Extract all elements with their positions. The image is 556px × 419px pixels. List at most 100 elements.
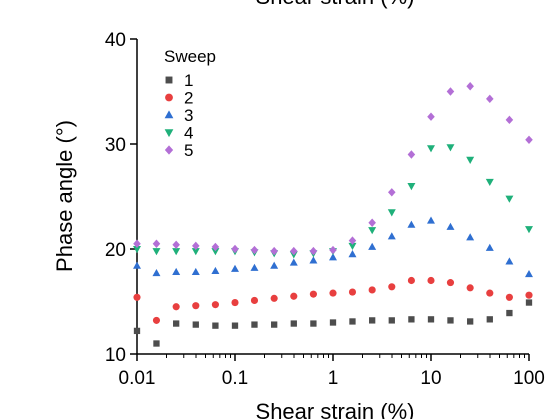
data-point-sweep-5 bbox=[466, 82, 474, 91]
data-point-sweep-4 bbox=[152, 248, 161, 256]
data-point-sweep-2 bbox=[250, 296, 259, 305]
data-point-sweep-4 bbox=[485, 178, 494, 186]
legend-marker-sweep-4 bbox=[164, 129, 174, 138]
data-point-sweep-3 bbox=[152, 268, 161, 277]
data-point-sweep-4 bbox=[348, 242, 357, 251]
data-point-sweep-1 bbox=[408, 316, 415, 323]
data-point-sweep-3 bbox=[231, 264, 239, 272]
x-tick-label: 1 bbox=[328, 368, 339, 389]
legend-marker-sweep-1 bbox=[165, 76, 173, 84]
data-point-sweep-5 bbox=[486, 94, 494, 104]
legend-marker-sweep-2 bbox=[165, 93, 173, 102]
data-point-sweep-5 bbox=[309, 246, 318, 256]
data-point-sweep-1 bbox=[467, 318, 474, 325]
data-point-sweep-1 bbox=[427, 316, 435, 323]
data-point-sweep-2 bbox=[368, 286, 376, 294]
data-point-sweep-1 bbox=[349, 318, 356, 325]
x-tick-label: 10 bbox=[420, 368, 441, 389]
data-point-sweep-1 bbox=[506, 309, 513, 317]
data-point-sweep-4 bbox=[446, 144, 455, 152]
data-point-sweep-3 bbox=[466, 233, 475, 241]
data-point-sweep-1 bbox=[251, 321, 258, 328]
data-point-sweep-1 bbox=[486, 316, 493, 323]
data-point-sweep-1 bbox=[133, 327, 141, 335]
data-point-sweep-1 bbox=[192, 321, 199, 328]
data-point-sweep-5 bbox=[133, 239, 141, 248]
data-point-sweep-1 bbox=[369, 317, 376, 324]
data-point-sweep-1 bbox=[173, 320, 180, 327]
x-tick-label: 0.01 bbox=[119, 368, 156, 389]
data-point-sweep-3 bbox=[250, 263, 259, 271]
legend-label: 3 bbox=[184, 106, 193, 125]
data-point-sweep-5 bbox=[152, 239, 161, 248]
data-point-sweep-5 bbox=[192, 241, 200, 251]
data-point-sweep-3 bbox=[427, 216, 435, 224]
data-point-sweep-2 bbox=[446, 279, 455, 287]
legend-label: 4 bbox=[184, 124, 193, 143]
data-point-sweep-1 bbox=[153, 340, 160, 347]
data-point-sweep-3 bbox=[505, 257, 514, 265]
data-point-sweep-2 bbox=[407, 276, 415, 285]
data-point-sweep-5 bbox=[231, 244, 239, 254]
data-point-sweep-4 bbox=[407, 183, 416, 191]
data-point-sweep-4 bbox=[172, 248, 181, 256]
data-point-sweep-1 bbox=[329, 319, 337, 326]
legend-label: 2 bbox=[184, 89, 193, 108]
data-point-sweep-1 bbox=[447, 317, 454, 324]
y-axis-label: Phase angle (°) bbox=[52, 120, 77, 272]
data-point-sweep-5 bbox=[407, 150, 416, 159]
data-point-sweep-4 bbox=[368, 227, 377, 235]
data-point-sweep-4 bbox=[427, 145, 435, 153]
data-point-sweep-2 bbox=[211, 301, 219, 309]
y-tick-label: 40 bbox=[105, 30, 126, 51]
data-point-sweep-3 bbox=[211, 266, 220, 274]
data-point-sweep-3 bbox=[172, 267, 181, 276]
data-point-sweep-5 bbox=[446, 87, 455, 96]
data-point-sweep-1 bbox=[290, 320, 297, 327]
data-point-sweep-2 bbox=[133, 293, 141, 301]
data-point-sweep-4 bbox=[133, 246, 141, 254]
data-point-sweep-2 bbox=[290, 292, 298, 300]
x-axis-ticks: 0.01 0.1 1 10 100 bbox=[119, 354, 545, 389]
data-point-sweep-3 bbox=[446, 222, 455, 230]
data-point-sweep-5 bbox=[525, 135, 533, 144]
data-point-sweep-3 bbox=[407, 220, 416, 228]
data-point-sweep-4 bbox=[466, 156, 475, 164]
data-point-sweep-2 bbox=[231, 298, 239, 307]
data-point-sweep-2 bbox=[388, 283, 396, 291]
data-point-sweep-1 bbox=[271, 321, 278, 328]
data-point-sweep-2 bbox=[309, 290, 317, 298]
data-point-sweep-4 bbox=[191, 248, 200, 256]
data-point-sweep-5 bbox=[388, 188, 396, 197]
legend-marker-sweep-5 bbox=[164, 145, 174, 155]
data-point-sweep-5 bbox=[348, 236, 357, 245]
data-point-sweep-4 bbox=[525, 226, 533, 234]
data-point-sweep-3 bbox=[387, 232, 396, 240]
y-tick-label: 30 bbox=[105, 135, 126, 156]
data-point-sweep-1 bbox=[525, 299, 533, 306]
y-tick-label: 10 bbox=[105, 345, 126, 366]
legend-label: 5 bbox=[184, 141, 193, 160]
data-point-sweep-5 bbox=[427, 112, 435, 121]
data-point-sweep-3 bbox=[485, 243, 494, 251]
legend-title: Sweep bbox=[164, 47, 216, 66]
data-point-sweep-2 bbox=[172, 303, 180, 311]
data-point-sweep-3 bbox=[191, 267, 200, 276]
data-point-sweep-5 bbox=[270, 246, 278, 256]
legend-label: 1 bbox=[184, 71, 193, 90]
data-point-sweep-3 bbox=[270, 261, 279, 269]
y-axis-ticks: 10 20 30 40 bbox=[105, 30, 137, 366]
data-point-sweep-1 bbox=[212, 322, 219, 329]
x-tick-label: 100 bbox=[513, 368, 545, 389]
x-tick-label: 0.1 bbox=[222, 368, 248, 389]
data-point-sweep-2 bbox=[348, 288, 357, 296]
data-point-sweep-3 bbox=[348, 250, 357, 258]
data-point-sweep-2 bbox=[525, 291, 533, 299]
legend-marker-sweep-3 bbox=[164, 110, 174, 119]
data-point-sweep-2 bbox=[466, 284, 474, 292]
data-point-sweep-4 bbox=[211, 248, 220, 256]
data-point-sweep-1 bbox=[310, 320, 317, 327]
data-point-sweep-3 bbox=[368, 242, 377, 250]
